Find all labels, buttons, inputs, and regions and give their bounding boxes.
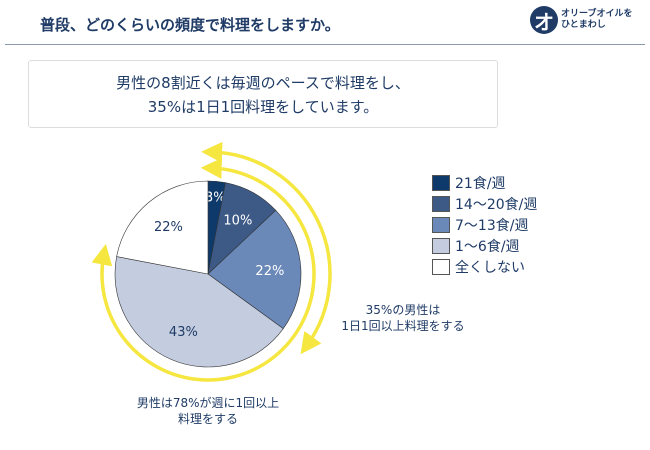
legend-swatch — [432, 258, 450, 275]
legend-item: 全くしない — [432, 256, 537, 277]
slice-label: 22% — [154, 220, 183, 235]
legend-item: 14〜20食/週 — [432, 193, 537, 214]
legend-item: 1〜6食/週 — [432, 235, 537, 256]
annotation-daily-line1: 35%の男性は — [365, 303, 441, 317]
highlight-arc — [201, 141, 332, 355]
slice-label: 10% — [223, 214, 252, 229]
summary-box: 男性の8割近くは毎週のペースで料理をし、 35%は1日1回料理をしています。 — [28, 60, 498, 128]
legend-swatch — [432, 174, 450, 191]
legend-item: 21食/週 — [432, 172, 537, 193]
slice-label: 43% — [169, 325, 198, 340]
highlight-arc — [91, 157, 316, 382]
legend-label: 21食/週 — [455, 175, 506, 192]
legend-label: 全くしない — [455, 259, 525, 276]
summary-line2: 35%は1日1回料理をしています。 — [147, 98, 379, 116]
legend-swatch — [432, 237, 450, 254]
divider — [5, 44, 645, 45]
annotation-weekly-line2: 料理をする — [177, 412, 238, 426]
logo-line2: ひとまわし — [561, 20, 606, 30]
legend-label: 14〜20食/週 — [455, 196, 538, 213]
annotation-daily-line2: 1日1回以上料理をする — [341, 319, 465, 333]
legend-item: 7〜13食/週 — [432, 214, 537, 235]
legend-label: 1〜6食/週 — [455, 238, 520, 255]
annotation-weekly: 男性は78%が週に1回以上 料理をする — [118, 395, 298, 427]
annotation-daily: 35%の男性は 1日1回以上料理をする — [318, 302, 488, 334]
summary-line1: 男性の8割近くは毎週のペースで料理をし、 — [116, 74, 410, 92]
legend: 21食/週 14〜20食/週 7〜13食/週 1〜6食/週 全くしない — [432, 172, 537, 277]
legend-label: 7〜13食/週 — [455, 217, 529, 234]
logo-mark: オ — [530, 6, 558, 34]
logo-line1: オリーブオイルを — [561, 9, 633, 19]
page-title: 普段、どのくらいの頻度で料理をしますか。 — [40, 16, 340, 34]
legend-swatch — [432, 216, 450, 233]
annotation-weekly-line1: 男性は78%が週に1回以上 — [136, 396, 280, 410]
legend-swatch — [432, 195, 450, 212]
logo: オ オリーブオイルを ひとまわし — [530, 6, 632, 34]
slice-label: 22% — [255, 264, 284, 279]
